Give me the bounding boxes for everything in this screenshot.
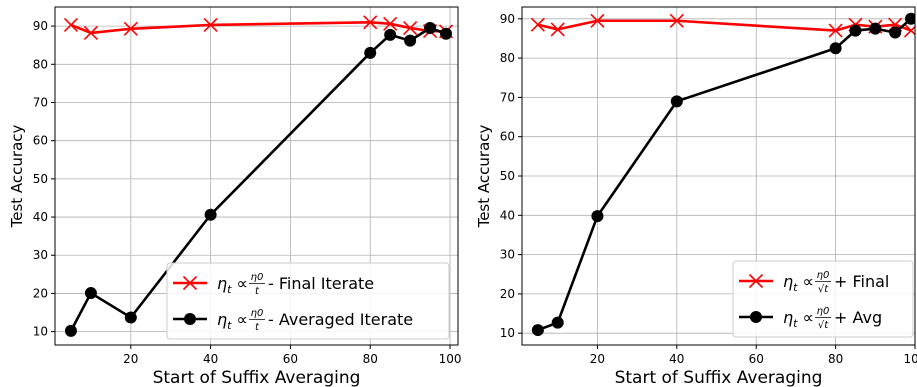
data-point — [530, 17, 545, 32]
legend: ηt ∝ η0 t - Final Iterate ηt ∝ η0 t - Avera… — [166, 262, 450, 340]
legend-label: ηt ∝ — [217, 274, 248, 296]
data-point — [531, 324, 544, 337]
data-point — [440, 27, 453, 40]
y-tick-label: 90 — [500, 12, 515, 26]
y-tick-label: 40 — [33, 210, 48, 224]
y-tick-label: 10 — [33, 325, 48, 339]
y-tick-label: 20 — [500, 287, 515, 301]
y-tick-label: 50 — [500, 169, 515, 183]
data-point — [83, 25, 98, 41]
x-tick-label: 40 — [203, 352, 218, 366]
x-axis-label: Start of Suffix Averaging — [615, 368, 823, 387]
data-point — [889, 26, 902, 39]
y-tick-label: 90 — [33, 19, 48, 33]
legend-fraction-numerator: η0 — [817, 306, 830, 317]
legend-fraction-numerator: η0 — [251, 308, 264, 319]
y-tick-label: 40 — [500, 208, 515, 222]
y-tick-label: 60 — [33, 134, 48, 148]
x-tick-label: 100 — [439, 352, 462, 366]
legend-marker — [748, 273, 764, 289]
chart-2: 20 40 60 80 100 10 20 30 40 50 60 70 80 90 Start of Su… — [475, 6, 917, 387]
data-point — [123, 21, 138, 36]
legend-label: ηt ∝ — [783, 308, 814, 330]
legend-label: ηt ∝ — [217, 310, 248, 332]
legend-box — [732, 260, 914, 338]
legend-fraction-denominator: √t — [818, 284, 829, 295]
x-axis-label: Start of Suffix Averaging — [153, 368, 361, 387]
chart-1: 20 40 60 80 100 10 20 30 40 50 60 70 80 90 Start of Su… — [8, 6, 462, 387]
data-point — [203, 17, 218, 33]
x-tick-label: 80 — [828, 352, 843, 366]
y-tick-label: 70 — [33, 95, 48, 109]
data-point — [84, 287, 97, 300]
data-point — [384, 28, 397, 41]
x-tick-label: 100 — [904, 352, 917, 366]
data-point — [905, 12, 915, 25]
legend-fraction-denominator: √t — [818, 320, 829, 331]
data-point — [204, 208, 217, 221]
data-point — [63, 17, 79, 33]
legend-fraction-numerator: η0 — [817, 270, 830, 281]
data-point — [670, 95, 683, 108]
data-point — [364, 46, 377, 59]
legend-item: ηt ∝ η0 √t + Avg — [739, 306, 882, 331]
x-tick-label: 80 — [363, 352, 378, 366]
legend-fraction-numerator: η0 — [251, 272, 264, 283]
legend-item: ηt ∝ η0 t - Averaged Iterate — [173, 308, 413, 333]
legend-marker — [750, 311, 762, 323]
legend-item: ηt ∝ η0 √t + Final — [739, 270, 889, 295]
x-tick-label: 20 — [590, 352, 605, 366]
legend-label-suffix: + Final — [834, 272, 889, 291]
data-point — [590, 13, 605, 28]
legend-label-suffix: + Avg — [834, 308, 882, 327]
y-tick-label: 80 — [33, 57, 48, 71]
legend: ηt ∝ η0 √t + Final ηt ∝ η0 √t + Avg — [732, 260, 914, 338]
y-tick-label: 30 — [500, 248, 515, 262]
data-point — [849, 24, 862, 37]
y-tick-label: 30 — [33, 248, 48, 262]
plot-frame — [54, 6, 459, 346]
data-point — [64, 324, 77, 337]
y-axis-label: Test Accuracy — [475, 124, 493, 228]
data-point — [829, 42, 842, 55]
data-point — [383, 16, 398, 31]
data-point — [828, 23, 843, 38]
legend-label-suffix: - Final Iterate — [268, 274, 374, 293]
legend-label-suffix: - Averaged Iterate — [268, 310, 413, 329]
data-point — [551, 316, 564, 329]
y-tick-label: 10 — [500, 326, 515, 340]
legend-item: ηt ∝ η0 t - Final Iterate — [173, 272, 374, 297]
legend-fraction-denominator: t — [255, 286, 260, 297]
data-point — [404, 34, 417, 47]
x-tick-label: 20 — [123, 352, 138, 366]
y-tick-label: 70 — [500, 90, 515, 104]
data-point — [903, 23, 915, 38]
data-point — [124, 311, 137, 324]
y-tick-label: 20 — [33, 286, 48, 300]
data-point — [591, 210, 604, 223]
data-point — [550, 22, 565, 37]
legend-fraction-denominator: t — [255, 322, 260, 333]
data-point — [869, 22, 882, 35]
x-tick-label: 60 — [283, 352, 298, 366]
x-tick-label: 60 — [749, 352, 764, 366]
legend-marker — [184, 313, 196, 325]
series-2 — [64, 22, 453, 337]
data-point — [403, 20, 418, 36]
legend-label: ηt ∝ — [783, 272, 814, 294]
data-point — [363, 15, 378, 30]
y-tick-label: 60 — [500, 130, 515, 144]
series-2 — [531, 12, 915, 337]
data-point — [669, 13, 684, 28]
data-point — [424, 22, 437, 35]
y-axis-label: Test Accuracy — [8, 124, 26, 228]
x-tick-label: 40 — [669, 352, 684, 366]
legend-marker — [182, 275, 198, 291]
y-tick-label: 50 — [33, 172, 48, 186]
y-tick-label: 80 — [500, 51, 515, 65]
legend-box — [166, 262, 450, 340]
